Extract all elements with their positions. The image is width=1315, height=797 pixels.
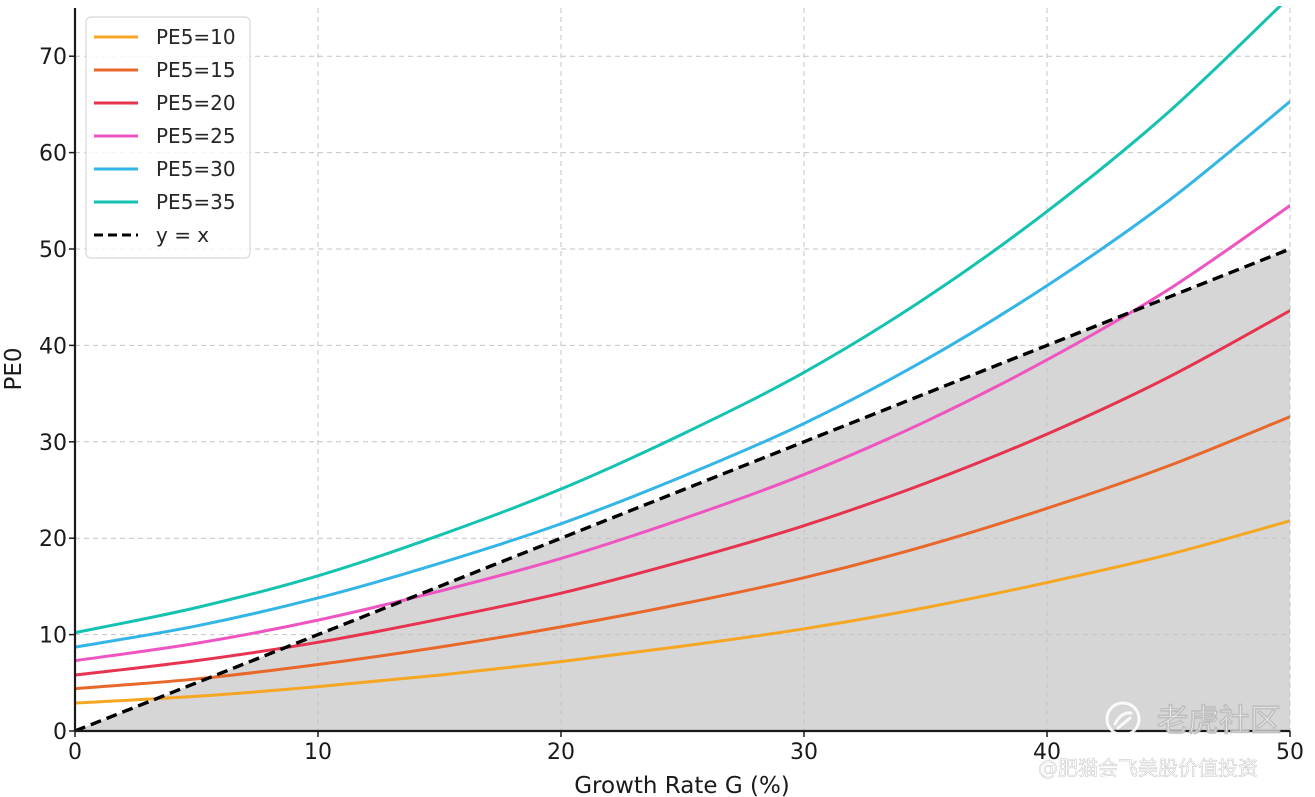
legend-label: PE5=10 [156,25,236,49]
y-tick-label: 0 [53,720,67,745]
series-line-4 [75,100,1290,649]
x-tick-label: 50 [1276,740,1304,765]
x-tick-label: 40 [1033,740,1061,765]
grid-lines [75,8,1291,731]
tick-labels: 0 10 20 30 40 50 0 10 20 30 40 50 60 70 [39,45,1304,765]
legend-label: PE5=30 [156,157,236,181]
legend-label: PE5=20 [156,91,236,115]
watermark: 老虎社区 @肥猫会飞美股价值投资 [1038,701,1281,780]
y-tick-label: 30 [39,431,67,456]
y-tick-label: 50 [39,238,67,263]
series-line-6 [75,247,1290,731]
legend-label: PE5=15 [156,58,236,82]
y-axis-title: PE0 [1,347,27,390]
y-tick-label: 10 [39,624,67,649]
legend-label: PE5=25 [156,124,236,148]
x-tick-label: 30 [790,740,818,765]
x-axis-title: Growth Rate G (%) [574,773,790,797]
axes [73,8,1290,733]
watermark-handle: @肥猫会飞美股价值投资 [1038,756,1258,780]
y-tick-label: 70 [39,45,67,70]
x-tick-label: 10 [304,740,332,765]
series-line-0 [75,519,1290,705]
plot-area [75,6,1291,731]
legend-box [85,16,251,259]
watermark-brand: 老虎社区 [1157,703,1281,739]
y-tick-label: 20 [39,527,67,552]
legend-label: y = x [156,223,209,247]
tiger-logo-icon [1105,701,1141,737]
x-tick-label: 0 [68,740,82,765]
series-line-5 [75,6,1283,635]
x-tick-label: 20 [547,740,575,765]
series-line-1 [75,415,1290,691]
y-tick-label: 40 [39,334,67,359]
legend-label: PE5=35 [156,190,236,214]
legend: PE5=10 PE5=15 PE5=20 PE5=25 PE5=30 PE5=35 y = … [85,16,251,259]
y-tick-label: 60 [39,142,67,167]
series-lines [75,6,1290,731]
series-line-3 [75,204,1290,663]
